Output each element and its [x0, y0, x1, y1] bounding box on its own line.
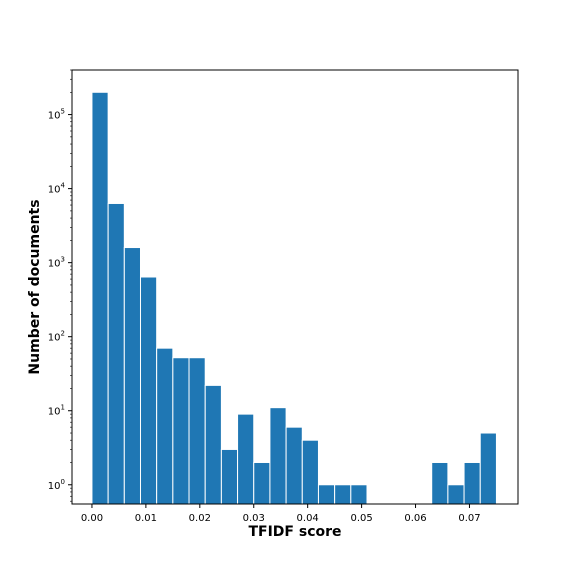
histogram-bar — [139, 276, 158, 505]
histogram-bar — [317, 484, 336, 505]
y-tick-label: 104 — [48, 182, 66, 196]
histogram-bar — [431, 461, 449, 505]
y-tick-label: 105 — [48, 108, 65, 122]
x-axis-ticks: 0.00 0.01 0.02 0.03 0.04 0.05 0.06 0.07 — [81, 504, 481, 524]
x-tick-label: 0.04 — [297, 513, 319, 524]
x-tick-label: 0.03 — [243, 513, 265, 524]
x-tick-label: 0.02 — [189, 513, 211, 524]
histogram-bar — [253, 461, 271, 505]
histogram-bar — [301, 439, 319, 505]
histogram-bar — [91, 91, 109, 505]
histogram-bar — [463, 461, 481, 505]
histogram-bar — [172, 357, 190, 505]
y-axis-ticks: 100 101 102 103 104 105 — [48, 69, 72, 502]
histogram-bar — [350, 484, 368, 505]
histogram-bar — [188, 357, 206, 505]
x-axis-title: TFIDF score — [248, 524, 341, 540]
histogram-bar — [447, 484, 465, 505]
histogram-bar — [237, 413, 255, 505]
plot-frame — [71, 69, 519, 505]
x-tick-label: 0.06 — [404, 513, 426, 524]
histogram-bar — [123, 247, 141, 505]
histogram-bar — [204, 384, 222, 505]
y-tick-label: 103 — [48, 256, 65, 270]
histogram-bar — [156, 347, 174, 505]
histogram-bar — [107, 202, 125, 505]
bars-group — [91, 91, 497, 505]
histogram-bar — [285, 426, 303, 505]
x-tick-label: 0.00 — [81, 513, 103, 524]
y-tick-label: 101 — [48, 404, 65, 418]
x-tick-label: 0.01 — [135, 513, 157, 524]
x-tick-label: 0.07 — [458, 513, 480, 524]
y-tick-label: 100 — [48, 478, 65, 492]
x-tick-label: 0.05 — [350, 513, 372, 524]
histogram-bar — [334, 484, 352, 505]
histogram-bar — [220, 448, 239, 505]
y-tick-label: 102 — [48, 330, 65, 344]
histogram-bar — [269, 407, 287, 505]
histogram-bar — [479, 432, 497, 505]
y-axis-title: Number of documents — [27, 199, 43, 374]
